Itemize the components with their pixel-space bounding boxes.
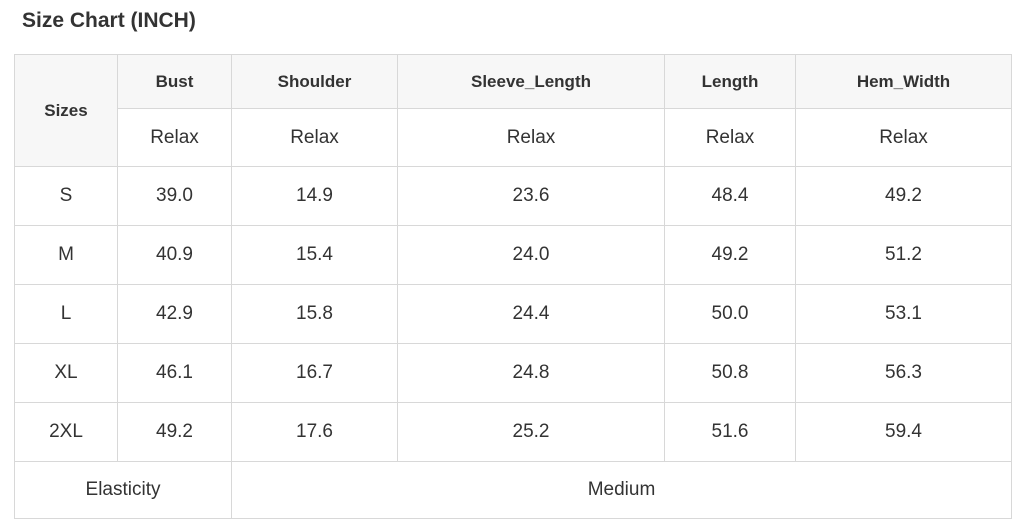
value-cell: 40.9 bbox=[117, 225, 232, 285]
header-row: Sizes Bust Shoulder Sleeve_Length Length… bbox=[14, 54, 1012, 167]
column-header-sleeve-length: Sleeve_Length bbox=[397, 54, 665, 109]
size-label-2xl: 2XL bbox=[14, 402, 118, 462]
table-row-l: L 42.9 15.8 24.4 50.0 53.1 bbox=[14, 284, 1012, 344]
table-row-2xl: 2XL 49.2 17.6 25.2 51.6 59.4 bbox=[14, 402, 1012, 462]
column-header-bust: Bust bbox=[117, 54, 232, 109]
value-cell: 51.6 bbox=[664, 402, 796, 462]
value-cell: 24.0 bbox=[397, 225, 665, 285]
value-cell: 42.9 bbox=[117, 284, 232, 344]
value-cell: 56.3 bbox=[795, 343, 1012, 403]
column-header-hem-width: Hem_Width bbox=[795, 54, 1012, 109]
value-cell: 48.4 bbox=[664, 166, 796, 226]
value-cell: 50.0 bbox=[664, 284, 796, 344]
table-row-xl: XL 46.1 16.7 24.8 50.8 56.3 bbox=[14, 343, 1012, 403]
elasticity-value: Medium bbox=[231, 461, 1012, 519]
size-chart-table: Sizes Bust Shoulder Sleeve_Length Length… bbox=[14, 54, 1012, 519]
table-row-s: S 39.0 14.9 23.6 48.4 49.2 bbox=[14, 166, 1012, 226]
fit-cell-bust: Relax bbox=[117, 108, 232, 167]
value-cell: 50.8 bbox=[664, 343, 796, 403]
sizes-corner-header: Sizes bbox=[14, 54, 118, 167]
footer-row: Elasticity Medium bbox=[14, 461, 1012, 519]
size-label-xl: XL bbox=[14, 343, 118, 403]
value-cell: 59.4 bbox=[795, 402, 1012, 462]
value-cell: 25.2 bbox=[397, 402, 665, 462]
value-cell: 15.8 bbox=[231, 284, 398, 344]
fit-cell-hem-width: Relax bbox=[795, 108, 1012, 167]
value-cell: 24.4 bbox=[397, 284, 665, 344]
size-label-m: M bbox=[14, 225, 118, 285]
size-label-l: L bbox=[14, 284, 118, 344]
value-cell: 53.1 bbox=[795, 284, 1012, 344]
column-header-shoulder: Shoulder bbox=[231, 54, 398, 109]
value-cell: 15.4 bbox=[231, 225, 398, 285]
elasticity-label: Elasticity bbox=[14, 461, 232, 519]
value-cell: 49.2 bbox=[664, 225, 796, 285]
fit-cell-length: Relax bbox=[664, 108, 796, 167]
fit-cell-sleeve-length: Relax bbox=[397, 108, 665, 167]
value-cell: 24.8 bbox=[397, 343, 665, 403]
page-title: Size Chart (INCH) bbox=[22, 9, 196, 32]
fit-cell-shoulder: Relax bbox=[231, 108, 398, 167]
value-cell: 46.1 bbox=[117, 343, 232, 403]
fit-row: Relax Relax Relax Relax Relax bbox=[15, 108, 1012, 167]
value-cell: 39.0 bbox=[117, 166, 232, 226]
value-cell: 49.2 bbox=[795, 166, 1012, 226]
value-cell: 51.2 bbox=[795, 225, 1012, 285]
column-header-length: Length bbox=[664, 54, 796, 109]
value-cell: 49.2 bbox=[117, 402, 232, 462]
value-cell: 16.7 bbox=[231, 343, 398, 403]
table-row-m: M 40.9 15.4 24.0 49.2 51.2 bbox=[14, 225, 1012, 285]
size-label-s: S bbox=[14, 166, 118, 226]
value-cell: 23.6 bbox=[397, 166, 665, 226]
value-cell: 17.6 bbox=[231, 402, 398, 462]
value-cell: 14.9 bbox=[231, 166, 398, 226]
